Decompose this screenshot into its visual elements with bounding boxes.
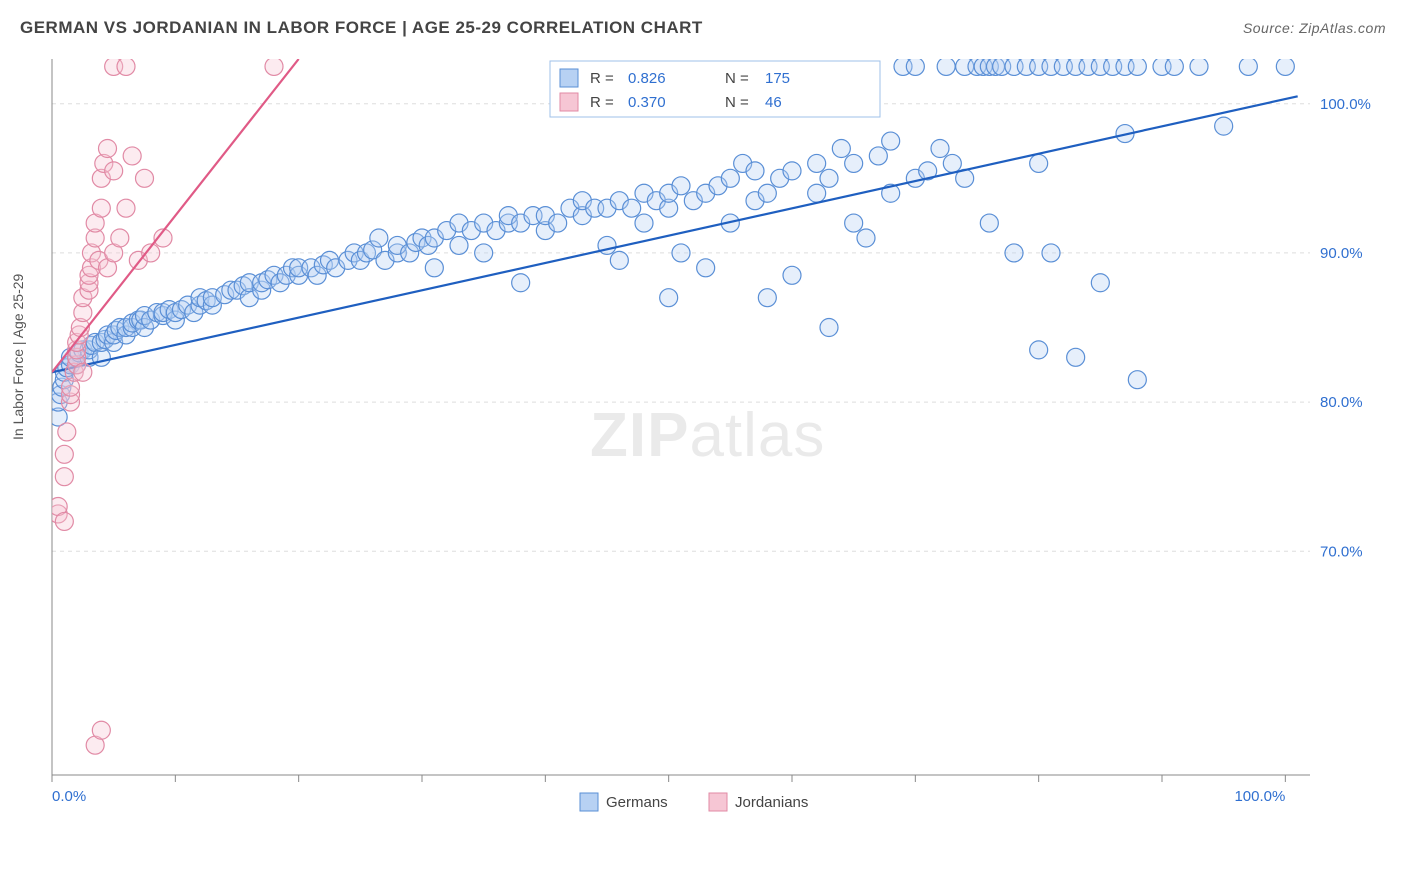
point-germans (820, 169, 838, 187)
point-germans (549, 214, 567, 232)
point-germans (1030, 154, 1048, 172)
legend-n-value: 46 (765, 94, 782, 111)
point-germans (758, 289, 776, 307)
point-germans (832, 140, 850, 158)
y-tick-label: 70.0% (1320, 543, 1363, 560)
legend-r-label: R = (590, 94, 614, 111)
point-germans (931, 140, 949, 158)
point-germans (660, 289, 678, 307)
point-jordanians (117, 199, 135, 217)
point-germans (635, 214, 653, 232)
point-germans (882, 132, 900, 150)
point-germans (1042, 244, 1060, 262)
point-germans (746, 162, 764, 180)
trendline-germans (52, 96, 1298, 372)
point-germans (1190, 57, 1208, 75)
point-germans (980, 214, 998, 232)
point-jordanians (55, 468, 73, 486)
legend-r-label: R = (590, 70, 614, 87)
point-germans (857, 229, 875, 247)
point-jordanians (123, 147, 141, 165)
point-jordanians (99, 140, 117, 158)
y-tick-label: 90.0% (1320, 245, 1363, 262)
legend-swatch (560, 69, 578, 87)
point-jordanians (117, 57, 135, 75)
point-germans (672, 244, 690, 262)
y-tick-label: 100.0% (1320, 96, 1371, 113)
point-germans (783, 162, 801, 180)
point-germans (425, 259, 443, 277)
point-germans (370, 229, 388, 247)
point-germans (1128, 371, 1146, 389)
point-jordanians (136, 169, 154, 187)
point-jordanians (105, 162, 123, 180)
legend-n-value: 175 (765, 70, 790, 87)
point-jordanians (74, 363, 92, 381)
point-germans (869, 147, 887, 165)
chart-title: GERMAN VS JORDANIAN IN LABOR FORCE | AGE… (20, 18, 703, 38)
point-germans (721, 169, 739, 187)
x-tick-label: 100.0% (1234, 788, 1285, 805)
point-germans (512, 274, 530, 292)
point-jordanians (55, 445, 73, 463)
point-jordanians (55, 512, 73, 530)
legend-swatch (709, 793, 727, 811)
point-germans (1091, 274, 1109, 292)
legend-series-label: Jordanians (735, 794, 808, 811)
point-germans (1128, 57, 1146, 75)
point-jordanians (92, 721, 110, 739)
point-germans (808, 154, 826, 172)
point-germans (1165, 57, 1183, 75)
point-germans (1239, 57, 1257, 75)
legend-n-label: N = (725, 70, 749, 87)
correlation-chart: 0.0% 100.0% 70.0% 80.0% 90.0% 100.0% R = 0.826 N… (50, 55, 1390, 835)
legend-n-label: N = (725, 94, 749, 111)
legend-r-value: 0.826 (628, 70, 666, 87)
chart-source: Source: ZipAtlas.com (1243, 20, 1386, 36)
point-germans (610, 251, 628, 269)
point-germans (697, 259, 715, 277)
point-germans (943, 154, 961, 172)
point-germans (672, 177, 690, 195)
point-jordanians (92, 199, 110, 217)
point-germans (808, 184, 826, 202)
point-germans (1276, 57, 1294, 75)
point-germans (475, 244, 493, 262)
legend-r-value: 0.370 (628, 94, 666, 111)
y-axis-label: In Labor Force | Age 25-29 (10, 274, 26, 440)
legend-swatch (580, 793, 598, 811)
point-germans (820, 319, 838, 337)
y-tick-label: 80.0% (1320, 394, 1363, 411)
point-germans (845, 154, 863, 172)
point-germans (783, 266, 801, 284)
point-germans (1067, 348, 1085, 366)
x-tick-label: 0.0% (52, 788, 86, 805)
point-jordanians (265, 57, 283, 75)
point-germans (906, 57, 924, 75)
legend-swatch (560, 93, 578, 111)
point-jordanians (111, 229, 129, 247)
point-germans (1215, 117, 1233, 135)
point-germans (623, 199, 641, 217)
point-germans (1005, 244, 1023, 262)
point-germans (937, 57, 955, 75)
point-jordanians (58, 423, 76, 441)
legend-series-label: Germans (606, 794, 668, 811)
point-germans (758, 184, 776, 202)
point-germans (845, 214, 863, 232)
point-germans (1030, 341, 1048, 359)
point-germans (450, 236, 468, 254)
